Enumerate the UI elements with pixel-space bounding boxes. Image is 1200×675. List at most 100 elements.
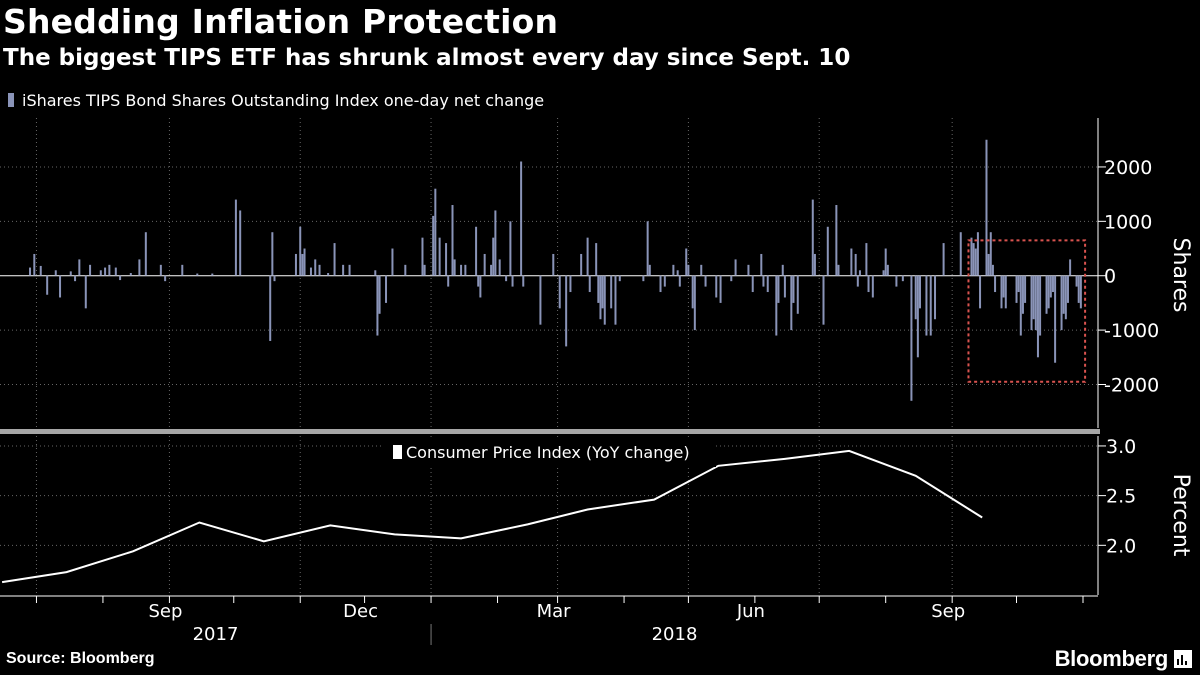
bar — [796, 275, 799, 314]
bar — [181, 264, 184, 276]
bar — [678, 275, 681, 287]
bar — [700, 264, 703, 276]
bar — [445, 243, 448, 276]
bar — [196, 273, 199, 276]
bar — [979, 275, 982, 309]
bar — [1002, 275, 1005, 298]
bar — [672, 264, 675, 276]
bar — [129, 273, 132, 276]
bar — [1015, 275, 1018, 303]
bar — [164, 275, 167, 282]
bar — [318, 264, 321, 276]
bar — [464, 264, 467, 276]
bar — [972, 243, 975, 276]
bar — [299, 226, 302, 276]
upper-y-axis-title: Shares — [1168, 238, 1193, 313]
brand-logo: Bloomberg — [1055, 646, 1192, 672]
bar — [603, 275, 606, 325]
lower-y-axis-title: Percent — [1168, 474, 1193, 557]
upper-gridlines — [0, 118, 1098, 428]
bar — [895, 275, 898, 287]
bar — [730, 275, 733, 282]
bar — [1021, 275, 1024, 314]
bar — [490, 264, 493, 276]
bar — [108, 264, 111, 276]
bar — [715, 275, 718, 298]
bar — [239, 210, 242, 276]
bar — [719, 275, 722, 303]
cpi-line — [1, 449, 983, 584]
bar — [1000, 275, 1003, 309]
bar — [766, 275, 769, 293]
cpi-legend-swatch — [393, 445, 402, 459]
cpi-legend-label: Consumer Price Index (YoY change) — [406, 443, 690, 462]
bar — [451, 205, 454, 276]
bar — [646, 221, 649, 276]
bar — [762, 275, 765, 287]
bar — [314, 259, 317, 276]
bar — [835, 205, 838, 276]
bar — [211, 273, 214, 276]
bar — [509, 221, 512, 276]
bar — [618, 275, 621, 282]
bar — [687, 264, 690, 276]
bar — [39, 265, 42, 276]
bar — [858, 270, 861, 276]
upper-y-tick-label: -1000 — [1104, 320, 1159, 342]
bar — [974, 248, 977, 276]
bar — [89, 264, 92, 276]
bar — [985, 139, 988, 276]
bar — [78, 259, 81, 276]
bar — [1045, 275, 1048, 314]
x-tick-label: Sep — [148, 601, 182, 622]
bar — [505, 275, 508, 282]
bar — [477, 275, 480, 287]
bar — [303, 248, 306, 276]
bar — [1049, 275, 1052, 298]
bar — [1017, 275, 1020, 293]
bar — [522, 275, 525, 287]
bar — [29, 267, 32, 276]
x-year-label: 2018 — [652, 624, 698, 645]
bar — [925, 275, 928, 336]
bar — [273, 275, 276, 282]
bar — [114, 267, 117, 276]
bar — [919, 275, 922, 309]
bar — [294, 253, 297, 276]
bar — [1079, 275, 1082, 309]
bar — [580, 253, 583, 276]
lower-y-tick-label: 3.0 — [1106, 436, 1136, 458]
bar-legend-label: iShares TIPS Bond Shares Outstanding Ind… — [22, 91, 544, 110]
bar — [970, 237, 973, 276]
bar — [460, 264, 463, 276]
bar — [854, 253, 857, 276]
bar — [760, 253, 763, 276]
bar — [1047, 275, 1050, 309]
bar — [777, 275, 780, 303]
bar — [884, 248, 887, 276]
bloomberg-terminal-icon — [1174, 650, 1192, 668]
bar — [1034, 275, 1037, 331]
bar — [1064, 275, 1067, 320]
bar-legend-swatch — [8, 93, 14, 107]
bar — [552, 253, 555, 276]
bar — [642, 275, 645, 282]
bar — [159, 264, 162, 276]
bar — [1075, 275, 1078, 287]
bar — [492, 237, 495, 276]
bar — [342, 264, 345, 276]
bar — [511, 275, 514, 287]
bar — [989, 232, 992, 276]
bar — [479, 275, 482, 298]
bar — [269, 275, 272, 341]
bar — [910, 275, 913, 401]
bar — [1062, 275, 1065, 314]
bar — [1066, 275, 1069, 303]
bar — [1051, 275, 1054, 293]
bar — [1036, 275, 1039, 358]
bar — [676, 270, 679, 276]
bar — [1004, 275, 1007, 309]
bar — [46, 275, 49, 295]
upper-y-tick-label: 0 — [1104, 266, 1116, 288]
